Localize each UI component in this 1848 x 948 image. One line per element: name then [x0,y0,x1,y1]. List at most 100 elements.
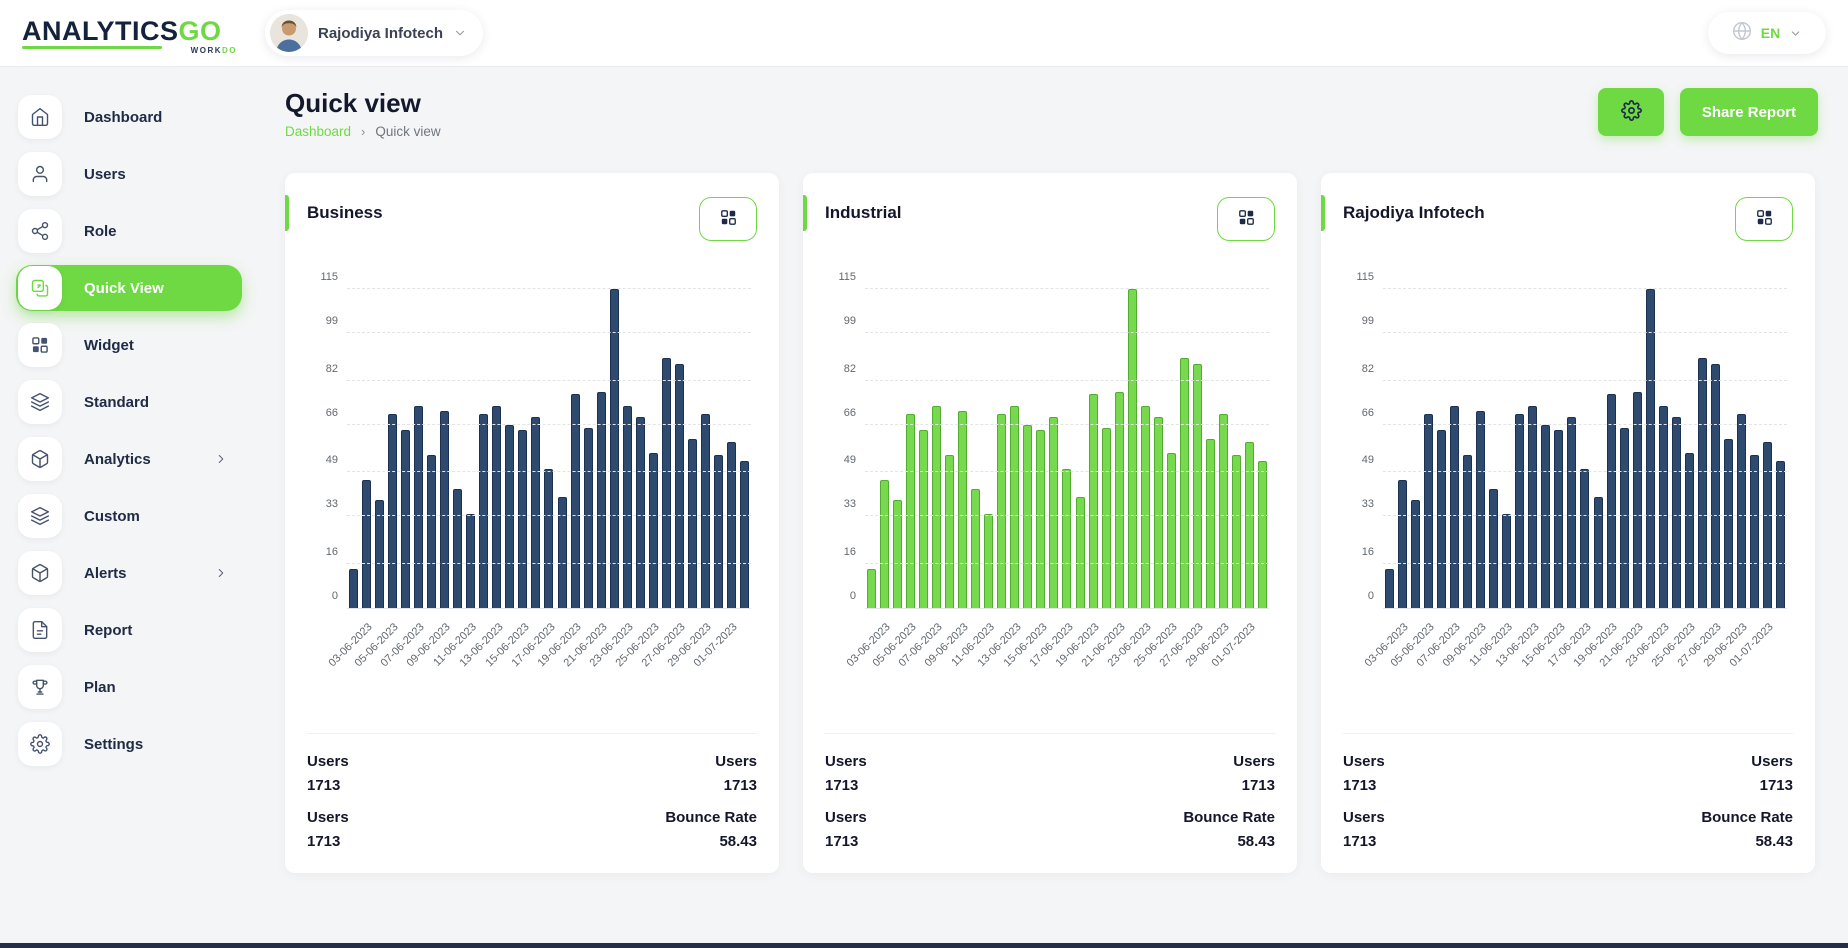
bar[interactable] [1697,358,1707,608]
bar[interactable] [583,427,593,608]
bar[interactable] [349,569,359,608]
bar[interactable] [1671,416,1681,608]
bar[interactable] [1489,488,1499,608]
bar[interactable] [1385,569,1395,608]
sidebar-item-custom[interactable]: Custom [16,493,242,539]
bar[interactable] [1062,469,1072,608]
bar[interactable] [1075,497,1085,608]
bar[interactable] [1684,452,1694,608]
widget-grid-button[interactable] [1735,197,1793,241]
bar[interactable] [880,480,890,608]
bar[interactable] [1476,411,1486,608]
bar[interactable] [388,413,398,608]
bar[interactable] [1567,416,1577,608]
bar[interactable] [1088,394,1098,608]
bar[interactable] [1502,513,1512,608]
bar[interactable] [1036,430,1046,608]
sidebar-item-users[interactable]: Users [16,151,242,197]
bar[interactable] [661,358,671,608]
bar[interactable] [919,430,929,608]
bar[interactable] [1049,416,1059,608]
bar[interactable] [932,405,942,608]
bar[interactable] [1645,289,1655,608]
bar[interactable] [362,480,372,608]
bar[interactable] [622,405,632,608]
bar[interactable] [997,413,1007,608]
sidebar-item-plan[interactable]: Plan [16,664,242,710]
bar[interactable] [414,405,424,608]
bar[interactable] [1244,441,1254,608]
bar[interactable] [1205,438,1215,608]
bar[interactable] [739,460,749,608]
company-selector[interactable]: Rajodiya Infotech [265,10,484,56]
sidebar-item-dashboard[interactable]: Dashboard [16,94,242,140]
bar[interactable] [1257,460,1267,608]
bar[interactable] [492,405,502,608]
bar[interactable] [479,413,489,608]
sidebar-item-widget[interactable]: Widget [16,322,242,368]
breadcrumb-dashboard-link[interactable]: Dashboard [285,124,352,139]
bar[interactable] [401,430,411,608]
bar[interactable] [1736,413,1746,608]
bar[interactable] [1140,405,1150,608]
bar[interactable] [518,430,528,608]
bar[interactable] [1166,452,1176,608]
bar[interactable] [1658,405,1668,608]
bar[interactable] [466,513,476,608]
bar[interactable] [1450,405,1460,608]
bar[interactable] [1632,391,1642,608]
bar[interactable] [557,497,567,608]
bar[interactable] [687,438,697,608]
bar[interactable] [1010,405,1020,608]
bar[interactable] [453,488,463,608]
bar[interactable] [700,413,710,608]
bar[interactable] [1114,391,1124,608]
bar[interactable] [440,411,450,608]
bar[interactable] [726,441,736,608]
bar[interactable] [1411,499,1421,608]
bar[interactable] [1101,427,1111,608]
bar[interactable] [1231,455,1241,608]
widget-grid-button[interactable] [699,197,757,241]
bar[interactable] [570,394,580,608]
bar[interactable] [971,488,981,608]
bar[interactable] [1710,363,1720,608]
bar[interactable] [1218,413,1228,608]
bar[interactable] [867,569,877,608]
share-report-button[interactable]: Share Report [1680,88,1818,136]
language-selector[interactable]: EN [1708,12,1826,54]
bar[interactable] [1528,405,1538,608]
bar[interactable] [984,513,994,608]
sidebar-item-settings[interactable]: Settings [16,721,242,767]
bar[interactable] [945,455,955,608]
bar[interactable] [375,499,385,608]
report-settings-button[interactable] [1598,88,1664,136]
bar[interactable] [906,413,916,608]
bar[interactable] [674,363,684,608]
bar[interactable] [1515,413,1525,608]
bar[interactable] [1192,363,1202,608]
sidebar-item-role[interactable]: Role [16,208,242,254]
bar[interactable] [635,416,645,608]
bar[interactable] [609,289,619,608]
sidebar-item-analytics[interactable]: Analytics [16,436,242,482]
bar[interactable] [1593,497,1603,608]
bar[interactable] [1179,358,1189,608]
widget-grid-button[interactable] [1217,197,1275,241]
bar[interactable] [1619,427,1629,608]
sidebar-item-report[interactable]: Report [16,607,242,653]
bar[interactable] [1127,289,1137,608]
sidebar-item-standard[interactable]: Standard [16,379,242,425]
bar[interactable] [893,499,903,608]
bar[interactable] [544,469,554,608]
sidebar-item-alerts[interactable]: Alerts [16,550,242,596]
bar[interactable] [1398,480,1408,608]
bar[interactable] [1153,416,1163,608]
bar[interactable] [1554,430,1564,608]
bar[interactable] [531,416,541,608]
bar[interactable] [1723,438,1733,608]
bar[interactable] [713,455,723,608]
sidebar-item-quick-view[interactable]: Quick View [16,265,242,311]
bar[interactable] [958,411,968,608]
bar[interactable] [1424,413,1434,608]
